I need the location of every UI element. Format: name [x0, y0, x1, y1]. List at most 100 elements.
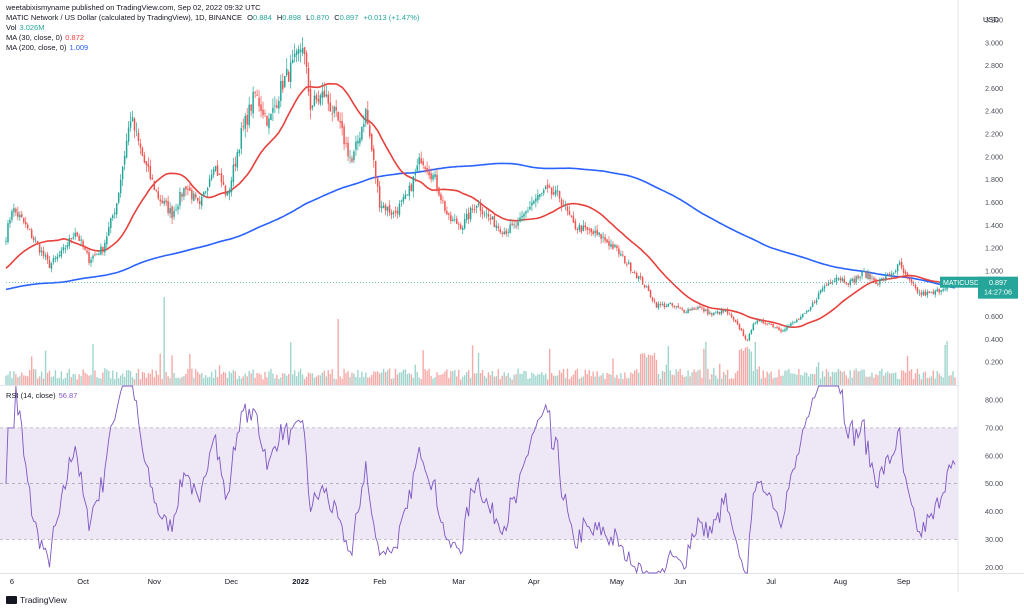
candle-body — [216, 165, 219, 176]
candle-body — [519, 217, 521, 222]
time-axis-label: 6 — [10, 577, 14, 586]
volume-bar — [220, 374, 223, 385]
volume-bar — [384, 372, 387, 385]
candle-body — [434, 174, 436, 178]
candle-body — [495, 225, 498, 229]
candle-body — [151, 177, 154, 180]
candle-body — [695, 308, 697, 310]
ohlc-low: 0.870 — [310, 13, 330, 22]
volume-bar — [64, 377, 67, 385]
volume-bar — [288, 373, 290, 385]
candle-body — [345, 142, 347, 144]
candle-body — [548, 186, 551, 188]
candle-body — [742, 330, 745, 336]
volume-bar — [246, 376, 248, 385]
volume-bar — [867, 376, 869, 385]
volume-bar — [610, 374, 612, 385]
volume-bar — [238, 376, 240, 385]
candle-body — [479, 204, 482, 211]
volume-bar — [908, 370, 911, 385]
volume-bar — [256, 372, 258, 385]
candle-body — [363, 123, 365, 127]
tradingview-logo[interactable]: TradingView — [6, 595, 67, 605]
volume-bar — [815, 366, 818, 385]
volume-bar — [863, 369, 865, 385]
volume-bar — [760, 378, 762, 385]
candle-body — [916, 287, 919, 293]
volume-bar — [752, 371, 755, 385]
candle-body — [730, 314, 733, 318]
candle-body — [831, 282, 834, 284]
candle-body — [928, 291, 931, 293]
volume-bar — [361, 371, 363, 385]
volume-bar — [635, 369, 638, 385]
volume-bar — [645, 357, 648, 385]
volume-bar — [311, 373, 314, 385]
candle-body — [268, 118, 270, 129]
volume-bar — [560, 372, 563, 385]
candle-body — [208, 178, 211, 187]
candle-body — [768, 323, 770, 325]
volume-bar — [511, 379, 513, 385]
candle-body — [390, 212, 393, 216]
candle-body — [942, 289, 944, 291]
candle-body — [430, 173, 432, 180]
candle-body — [133, 118, 136, 131]
candle-body — [906, 273, 909, 278]
volume-bar — [780, 375, 782, 385]
candle-body — [762, 320, 764, 324]
candle-body — [709, 312, 711, 314]
volume-bar — [709, 379, 711, 385]
candle-body — [655, 302, 658, 308]
candle-body — [813, 302, 816, 303]
volume-bar — [833, 372, 836, 385]
candle-body — [697, 306, 699, 309]
candle-body — [908, 278, 911, 280]
candle-body — [463, 219, 466, 229]
candle-body — [487, 214, 490, 217]
symbol-badge-text: MATICUSD — [943, 280, 979, 287]
volume-bar — [713, 367, 715, 385]
candle-body — [879, 279, 881, 285]
candle-body — [440, 194, 442, 201]
candle-body — [157, 191, 159, 199]
volume-bar — [740, 348, 743, 385]
volume-bar — [118, 378, 120, 385]
candle-body — [780, 329, 782, 332]
time-axis-label: Nov — [148, 577, 162, 586]
volume-bar — [772, 378, 774, 385]
candle-body — [262, 109, 264, 116]
candle-body — [803, 312, 806, 314]
volume-bar — [351, 372, 353, 385]
volume-bar — [187, 368, 189, 385]
candle-body — [341, 120, 343, 128]
candle-body — [661, 303, 664, 305]
candle-body — [926, 291, 929, 296]
candle-body — [102, 247, 104, 252]
candle-body — [722, 310, 725, 312]
candle-body — [96, 253, 98, 255]
candle-body — [807, 309, 810, 311]
candle-body — [566, 206, 569, 211]
candle-body — [766, 323, 768, 325]
volume-bar — [950, 375, 952, 385]
volume-bar — [606, 372, 608, 385]
candle-body — [887, 273, 889, 275]
volume-bar — [90, 374, 92, 385]
volume-bar — [394, 368, 397, 385]
candle-body — [608, 241, 610, 246]
candle-body — [458, 223, 460, 225]
candle-body — [319, 95, 322, 104]
candle-body — [618, 248, 620, 255]
candle-body — [938, 288, 940, 293]
volume-bar — [936, 370, 938, 385]
volume-bar — [764, 377, 766, 385]
candle-body — [88, 252, 90, 263]
volume-bar — [315, 376, 318, 385]
candle-body — [817, 293, 820, 300]
candle-body — [54, 258, 57, 259]
candle-body — [252, 91, 254, 114]
candle-body — [398, 203, 401, 215]
volume-bar — [944, 344, 946, 385]
